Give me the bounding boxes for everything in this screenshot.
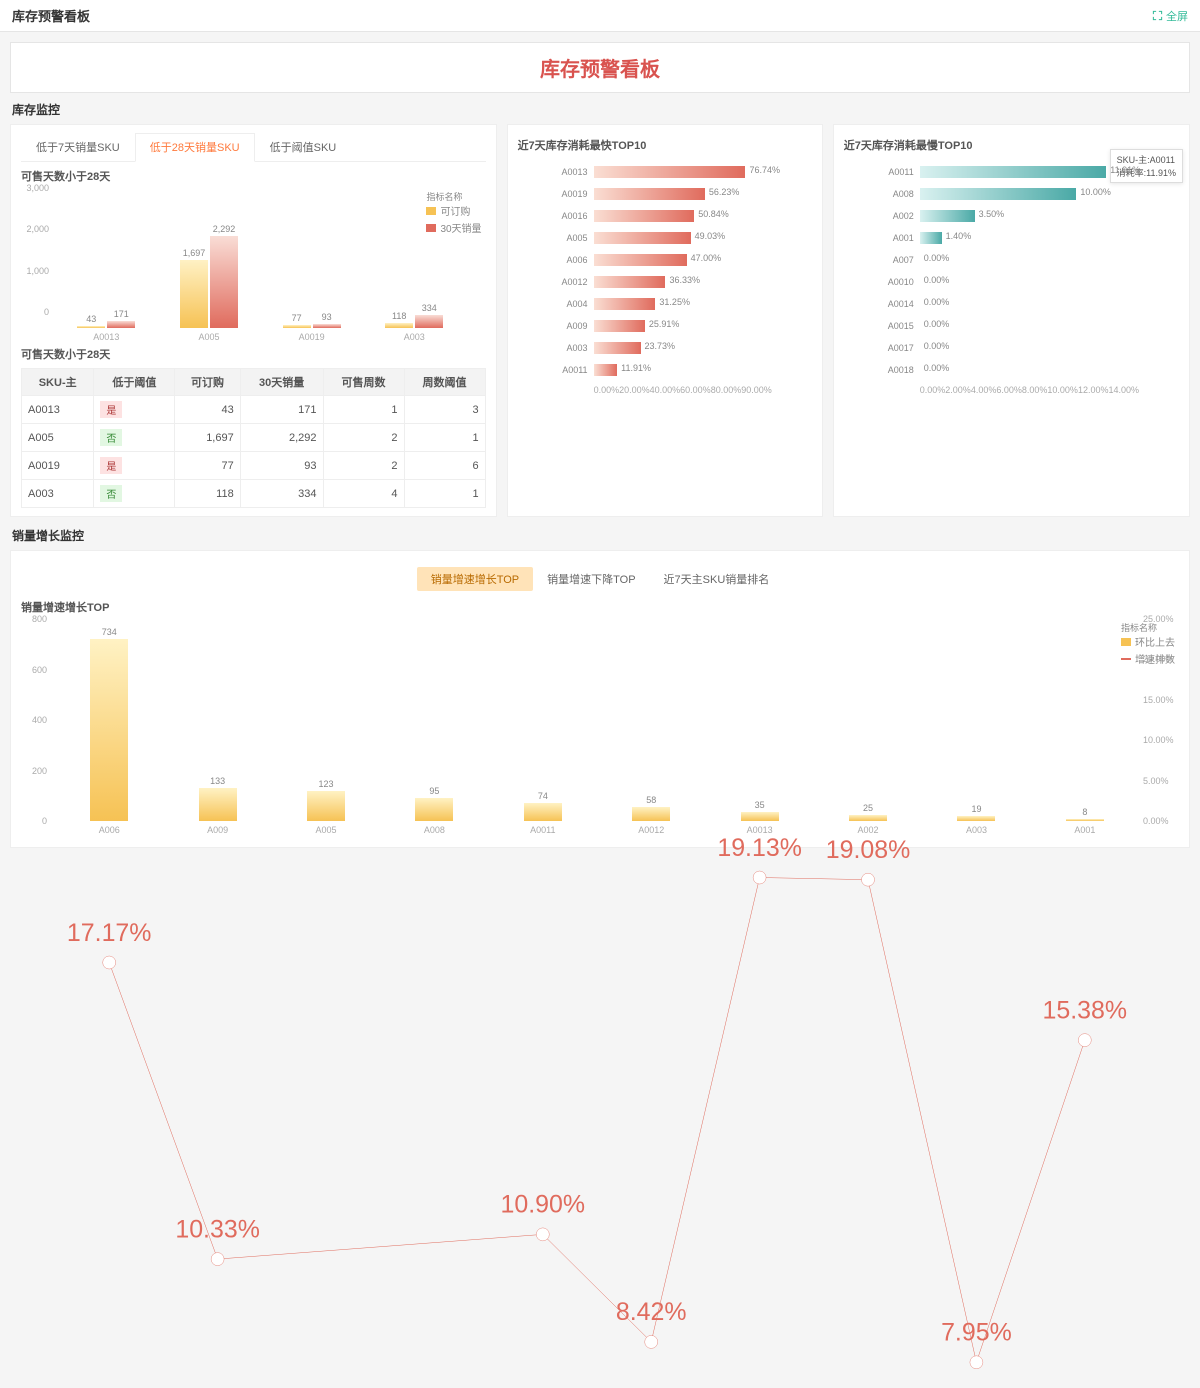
svg-text:8.42%: 8.42% <box>616 1298 687 1326</box>
page-header: 库存预警看板 全屏 <box>0 0 1200 32</box>
inventory-panel: 低于7天销量SKU低于28天销量SKU低于阈值SKU 可售天数小于28天 指标名… <box>10 124 497 517</box>
section-growth-label: 销量增长监控 <box>12 527 1190 544</box>
bar-group[interactable]: 7793A0019 <box>260 324 363 328</box>
growth-tab-2[interactable]: 近7天主SKU销量排名 <box>650 567 784 591</box>
hbar-row[interactable]: A00925.91% <box>554 315 772 337</box>
hbar-row[interactable]: A00150.00% <box>880 315 1139 337</box>
hbar-row[interactable]: A00140.00% <box>880 293 1139 315</box>
hbar-row[interactable]: A00323.73% <box>554 337 772 359</box>
bar-group[interactable]: 43171A0013 <box>55 321 158 328</box>
combo-bar[interactable]: 95A008 <box>380 623 488 821</box>
hbar-row[interactable]: A00549.03% <box>554 227 772 249</box>
inventory-tabs: 低于7天销量SKU低于28天销量SKU低于阈值SKU <box>21 133 486 162</box>
svg-text:17.17%: 17.17% <box>67 919 152 947</box>
hbar-row[interactable]: A001650.84% <box>554 205 772 227</box>
inv-tab-0[interactable]: 低于7天销量SKU <box>21 133 135 161</box>
title-banner: 库存预警看板 <box>10 42 1190 93</box>
hbar-row[interactable]: A00170.00% <box>880 337 1139 359</box>
combo-bar[interactable]: 8A001 <box>1031 623 1139 821</box>
hbar-row[interactable]: A001111.91% <box>880 161 1139 183</box>
combo-bar[interactable]: 25A002 <box>814 623 922 821</box>
bar-group[interactable]: 1,6972,292A005 <box>158 236 261 328</box>
hbar-row[interactable]: A0023.50% <box>880 205 1139 227</box>
banner-title: 库存预警看板 <box>21 53 1179 82</box>
combo-bar[interactable]: 19A003 <box>922 623 1030 821</box>
hbar-row[interactable]: A00431.25% <box>554 293 772 315</box>
svg-text:10.90%: 10.90% <box>501 1191 586 1219</box>
expand-icon <box>1152 10 1163 21</box>
hbar-row[interactable]: A00100.00% <box>880 271 1139 293</box>
table-row[interactable]: A0013是4317113 <box>22 396 486 424</box>
hbar-row[interactable]: A0011.40% <box>880 227 1139 249</box>
table-row[interactable]: A003否11833441 <box>22 480 486 508</box>
hbar-row[interactable]: A001111.91% <box>554 359 772 381</box>
combo-bar[interactable]: 58A0012 <box>597 623 705 821</box>
svg-text:10.33%: 10.33% <box>175 1215 260 1243</box>
growth-tabs: 销量增速增长TOP销量增速下降TOP近7天主SKU销量排名 <box>21 567 1179 591</box>
combo-bar[interactable]: 35A0013 <box>705 623 813 821</box>
page-title: 库存预警看板 <box>12 6 90 25</box>
slowest-panel: 近7天库存消耗最慢TOP10 SKU-主:A0011 消耗率:11.91% A0… <box>833 124 1190 517</box>
growth-tab-1[interactable]: 销量增速下降TOP <box>533 567 649 591</box>
fastest-panel: 近7天库存消耗最快TOP10 A001376.74%A001956.23%A00… <box>507 124 823 517</box>
svg-text:19.08%: 19.08% <box>826 836 911 864</box>
inv-tab-2[interactable]: 低于阈值SKU <box>255 133 352 161</box>
growth-tab-0[interactable]: 销量增速增长TOP <box>417 567 533 591</box>
svg-text:7.95%: 7.95% <box>941 1319 1012 1347</box>
hbar-row[interactable]: A00180.00% <box>880 359 1139 381</box>
bar-group[interactable]: 118334A003 <box>363 315 466 328</box>
hbar-row[interactable]: A001956.23% <box>554 183 772 205</box>
hbar-row[interactable]: A00647.00% <box>554 249 772 271</box>
table-row[interactable]: A005否1,6972,29221 <box>22 424 486 452</box>
hbar-row[interactable]: A0070.00% <box>880 249 1139 271</box>
combo-bar[interactable]: 74A0011 <box>489 623 597 821</box>
growth-chart: 指标名称 环比上去 增速排数 0200400600800 0.00%5.00%1… <box>21 619 1179 839</box>
svg-text:19.13%: 19.13% <box>717 834 802 862</box>
combo-bar[interactable]: 734A006 <box>55 623 163 821</box>
inv-table: SKU-主低于阈值可订购30天销量可售周数周数阈值 A0013是4317113A… <box>21 368 486 508</box>
fullscreen-button[interactable]: 全屏 <box>1152 8 1188 24</box>
hbar-row[interactable]: A001376.74% <box>554 161 772 183</box>
inv-chart: 指标名称 可订购 30天销量 01,0002,0003,000 43171A00… <box>21 188 486 328</box>
inv-tab-1[interactable]: 低于28天销量SKU <box>135 133 255 162</box>
inv-chart-title: 可售天数小于28天 <box>21 168 486 184</box>
hbar-row[interactable]: A001236.33% <box>554 271 772 293</box>
section-inventory-label: 库存监控 <box>12 101 1190 118</box>
growth-panel: 销量增速增长TOP销量增速下降TOP近7天主SKU销量排名 销量增速增长TOP … <box>10 550 1190 848</box>
hbar-row[interactable]: A00810.00% <box>880 183 1139 205</box>
combo-bar[interactable]: 123A005 <box>272 623 380 821</box>
inv-table-title: 可售天数小于28天 <box>21 346 486 362</box>
table-row[interactable]: A0019是779326 <box>22 452 486 480</box>
svg-text:15.38%: 15.38% <box>1043 996 1128 1024</box>
combo-bar[interactable]: 133A009 <box>163 623 271 821</box>
